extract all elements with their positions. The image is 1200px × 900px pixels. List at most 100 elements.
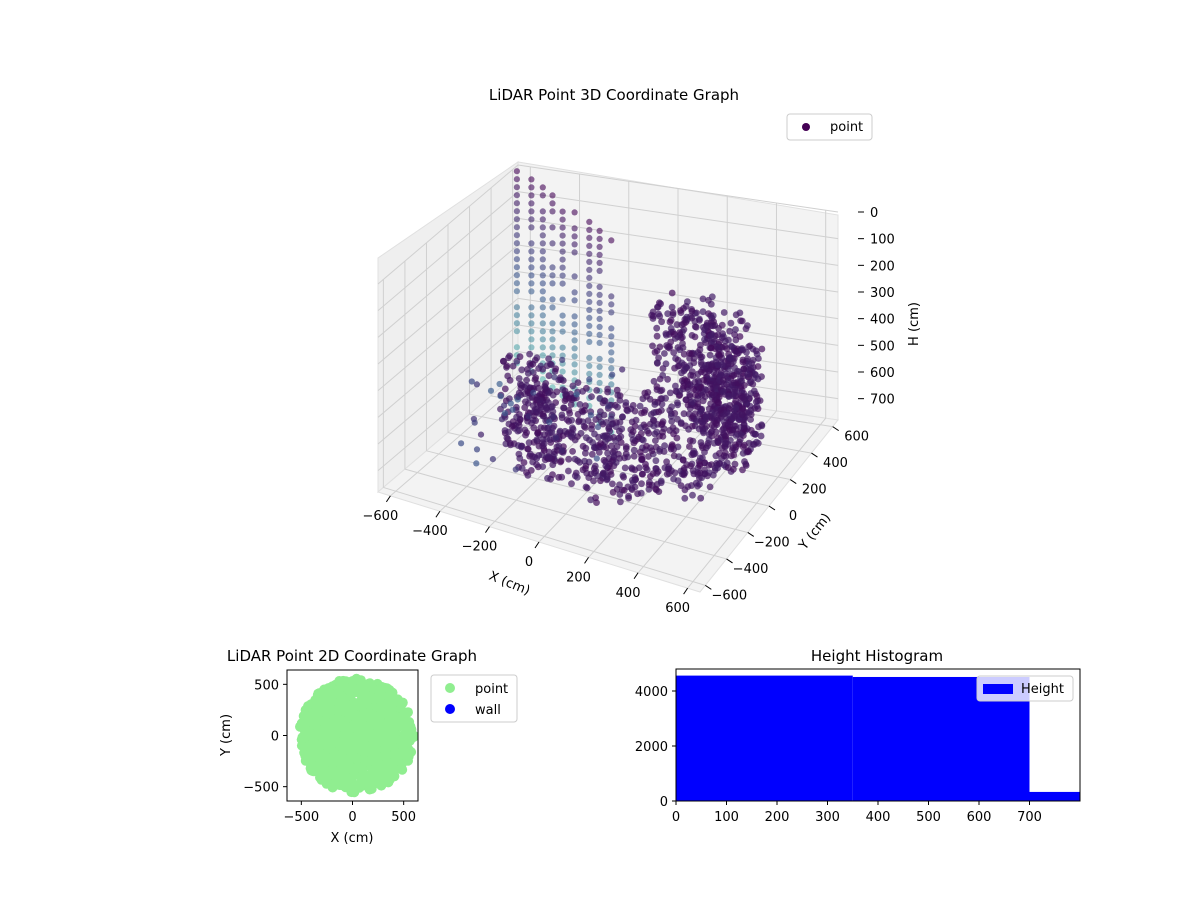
point-3d-ring: [698, 353, 706, 361]
point-3d-wall: [559, 240, 566, 247]
point-3d-ring: [676, 387, 684, 395]
point-3d-ring: [728, 446, 736, 453]
point-3d-ring: [597, 440, 604, 447]
grid-line-y-floor: [469, 413, 791, 481]
point-3d-wall: [549, 328, 556, 335]
grid-line-y-floor: [404, 468, 727, 560]
y-tick-label-3d: 0: [789, 509, 797, 524]
point-3d-ring: [587, 496, 595, 504]
point-3d-ring: [718, 334, 726, 342]
point-3d-ring: [747, 426, 755, 434]
point-3d-ring: [656, 343, 664, 351]
point-3d-stray: [552, 434, 560, 441]
point-3d-stray: [487, 387, 495, 394]
point-2d: [309, 713, 320, 724]
point-3d-ring: [545, 372, 553, 380]
z-tick-label-3d: 500: [870, 339, 895, 354]
point-3d-stray: [593, 455, 600, 462]
point-3d-ring: [602, 462, 610, 470]
x-tick-label-hist: 600: [967, 810, 992, 825]
point-3d-wall: [586, 290, 593, 297]
point-2d: [376, 686, 387, 697]
point-3d-ring: [737, 317, 744, 325]
legend-3d: point: [786, 113, 873, 141]
point-3d-ring: [732, 311, 740, 319]
legend-2d-marker-wall: [445, 704, 455, 714]
point-3d-ring: [601, 470, 609, 478]
y-tick-3d: [726, 558, 733, 564]
point-3d-stray: [512, 466, 519, 473]
point-3d-ring: [674, 401, 682, 409]
y-axis-label-2d: Y (cm): [219, 714, 234, 757]
point-3d-wall: [586, 242, 593, 249]
x-tick-label-hist: 100: [714, 810, 739, 825]
point-2d: [384, 685, 395, 695]
point-3d-ring: [667, 445, 675, 453]
point-3d-ring: [515, 450, 523, 458]
point-3d-ring: [668, 418, 676, 425]
point-2d: [366, 681, 377, 692]
point-3d-ring: [642, 460, 649, 468]
point-3d-ring: [637, 424, 645, 431]
z-tick-label-3d: 300: [870, 286, 895, 301]
point-2d: [347, 784, 358, 795]
legend-2d: point wall: [430, 674, 518, 723]
point-2d: [356, 762, 367, 773]
point-3d-ring: [719, 376, 727, 384]
point-2d: [376, 728, 387, 739]
point-3d-ring: [729, 392, 737, 400]
point-3d-wall: [586, 274, 593, 281]
scatter-2d-panel: LiDAR Point 2D Coordinate Graph −500 0 500…: [219, 647, 518, 846]
x-axis-label-2d: X (cm): [331, 831, 374, 846]
point-3d-ring: [613, 443, 621, 450]
point-3d-ring: [746, 342, 754, 350]
y-tick-3d: [705, 584, 712, 590]
point-3d-ring: [739, 405, 747, 413]
point-3d-ring: [579, 442, 587, 450]
point-2d: [306, 762, 317, 773]
point-3d-wall: [549, 200, 556, 207]
point-3d-ring: [554, 447, 561, 454]
point-3d-ring: [645, 453, 652, 460]
x-tick-3d: [435, 510, 441, 518]
point-3d-ring: [680, 471, 688, 479]
point-2d: [336, 715, 347, 726]
point-3d-ring: [666, 389, 674, 397]
point-3d-wall: [549, 272, 556, 279]
point-3d-wall: [513, 304, 521, 311]
point-3d-ring: [662, 360, 670, 368]
point-3d-wall: [549, 336, 556, 343]
point-3d-ring: [726, 354, 734, 361]
z-tick-label-3d: 700: [870, 393, 895, 408]
point-3d-wall: [586, 322, 593, 329]
point-3d-stray: [546, 418, 553, 426]
point-3d-ring: [579, 466, 587, 474]
point-3d-ring: [597, 477, 604, 485]
point-3d-wall: [596, 299, 603, 306]
y-tick-label-hist: 0: [660, 795, 668, 810]
x-tick-label-hist: 700: [1017, 810, 1042, 825]
point-2d: [299, 718, 310, 729]
point-3d-ring: [515, 375, 523, 382]
point-3d-stray: [473, 460, 480, 467]
point-3d-ring: [610, 434, 617, 441]
point-3d-ring: [630, 452, 638, 460]
point-3d-ring: [672, 382, 679, 390]
point-3d-wall: [596, 379, 603, 386]
point-3d-ring: [653, 324, 661, 332]
point-3d-ring: [689, 491, 696, 499]
point-3d-ring: [693, 416, 700, 423]
point-3d-ring: [709, 322, 717, 330]
point-3d-ring: [524, 389, 532, 396]
point-3d-ring: [650, 417, 658, 424]
point-3d-ring: [745, 360, 753, 368]
point-3d-wall: [586, 282, 593, 289]
point-3d-wall: [596, 339, 603, 346]
point-3d-ring: [607, 467, 614, 475]
point-3d-ring: [543, 404, 550, 412]
point-3d-ring: [555, 473, 563, 481]
point-3d-ring: [702, 361, 710, 369]
point-3d-ring: [638, 480, 645, 488]
point-3d-ring: [709, 391, 717, 399]
point-3d-wall: [586, 338, 593, 345]
